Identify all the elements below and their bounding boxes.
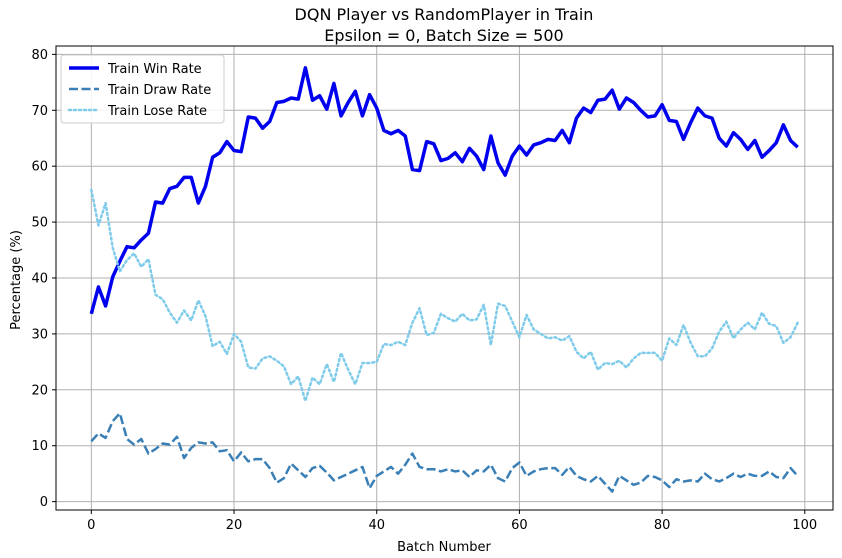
x-axis-label: Batch Number [397, 540, 491, 555]
y-tick-label: 70 [31, 104, 48, 119]
x-tick-label: 100 [792, 518, 817, 533]
chart-title: DQN Player vs RandomPlayer in Train [295, 5, 594, 24]
x-tick-label: 80 [654, 518, 671, 533]
y-tick-label: 60 [31, 160, 48, 175]
y-axis-label: Percentage (%) [9, 230, 24, 330]
legend-label: Train Lose Rate [107, 104, 207, 119]
y-tick-label: 30 [31, 327, 48, 342]
x-tick-label: 0 [87, 518, 95, 533]
series-line-train-win-rate [89, 66, 799, 315]
x-tick-label: 60 [511, 518, 528, 533]
x-tick-label: 20 [226, 518, 243, 533]
legend-label: Train Win Rate [107, 62, 202, 77]
y-tick-label: 50 [31, 216, 48, 231]
legend-label: Train Draw Rate [107, 83, 211, 98]
grid [56, 46, 833, 510]
series-line-train-draw-rate [90, 412, 799, 493]
y-tick-label: 40 [31, 272, 48, 287]
legend: Train Win Rate Train Draw Rate Train Lose … [60, 54, 225, 124]
y-tick-label: 80 [31, 48, 48, 63]
x-tick-label: 40 [368, 518, 385, 533]
y-tick-label: 20 [31, 383, 48, 398]
legend-box [60, 54, 225, 124]
series-line-train-lose-rate [90, 188, 799, 403]
series-lines [89, 66, 799, 493]
axis-ticks: 0 20 40 60 80 100 0 10 20 30 40 50 60 70 80 [31, 48, 817, 533]
y-tick-label: 10 [31, 439, 48, 454]
y-tick-label: 0 [40, 495, 48, 510]
chart-subtitle: Epsilon = 0, Batch Size = 500 [324, 26, 563, 45]
